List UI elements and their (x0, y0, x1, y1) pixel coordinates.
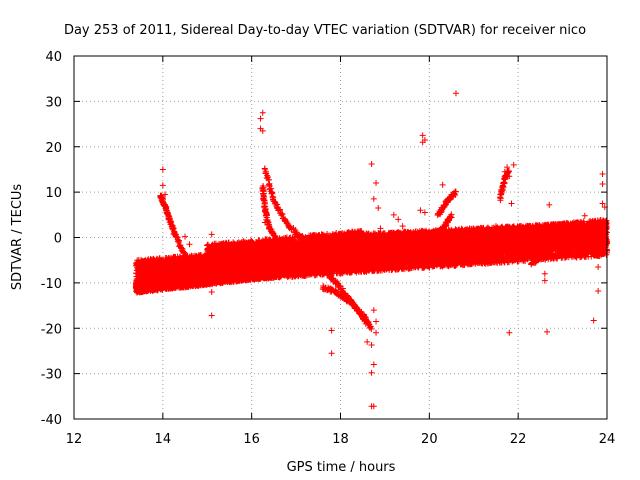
data-points (132, 90, 610, 410)
